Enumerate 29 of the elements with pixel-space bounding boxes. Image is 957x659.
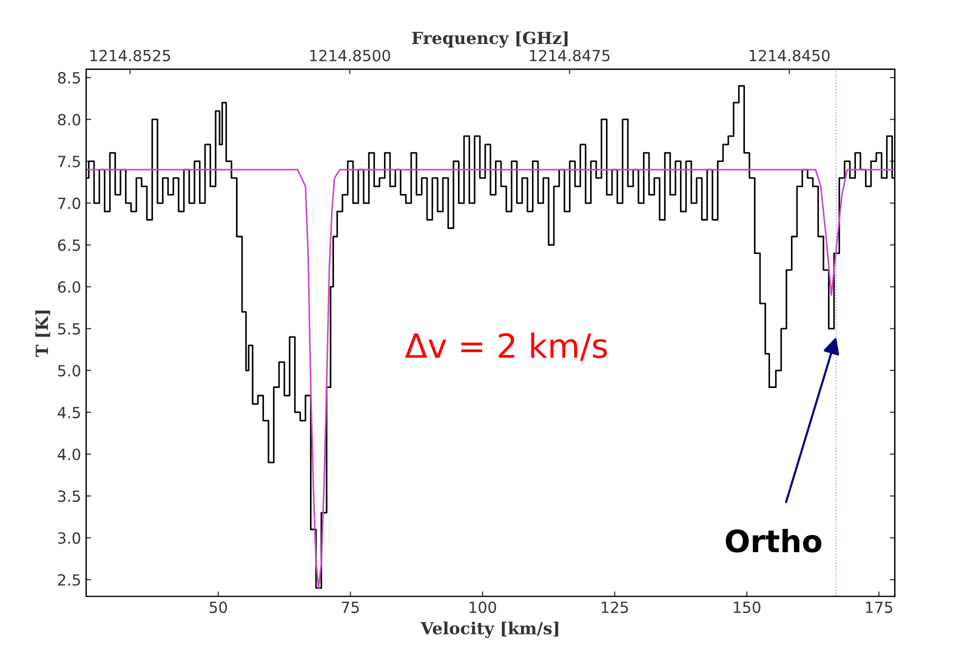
y-tick-label: 3.5 xyxy=(58,490,80,502)
y-tick-label: 5.0 xyxy=(58,364,80,376)
x-tick-label: 175 xyxy=(866,602,892,614)
y-tick-label: 5.5 xyxy=(58,323,80,335)
x2-tick-label: 1214.8525 xyxy=(90,50,170,62)
annotation: Δv = 2 km/s xyxy=(404,332,607,361)
y-tick-label: 4.5 xyxy=(58,406,80,418)
y-axis-title: T [K] xyxy=(35,310,50,357)
y-tick-label: 7.5 xyxy=(58,156,80,168)
y-tick-label: 7.0 xyxy=(58,198,80,210)
x-tick-label: 50 xyxy=(210,602,227,614)
x2-tick-label: 1214.8475 xyxy=(530,50,610,62)
x2-tick-label: 1214.8500 xyxy=(310,50,390,62)
y-tick-label: 2.5 xyxy=(58,574,80,586)
x2-tick-label: 1214.8450 xyxy=(750,50,830,62)
y-tick-label: 8.5 xyxy=(58,72,80,84)
y-tick-label: 6.5 xyxy=(58,239,80,251)
x-tick-label: 125 xyxy=(602,602,628,614)
x2-axis-title: Frequency [GHz] xyxy=(412,31,568,48)
y-tick-label: 4.0 xyxy=(58,448,80,460)
y-tick-label: 3.0 xyxy=(58,532,80,544)
x-tick-label: 150 xyxy=(734,602,760,614)
x-tick-label: 100 xyxy=(470,602,496,614)
annotation: Ortho xyxy=(726,528,822,553)
x-tick-label: 75 xyxy=(342,602,359,614)
y-tick-label: 6.0 xyxy=(58,281,80,293)
y-tick-label: 8.0 xyxy=(58,114,80,126)
line-series xyxy=(86,168,895,589)
x-axis-title: Velocity [km/s] xyxy=(420,622,558,638)
